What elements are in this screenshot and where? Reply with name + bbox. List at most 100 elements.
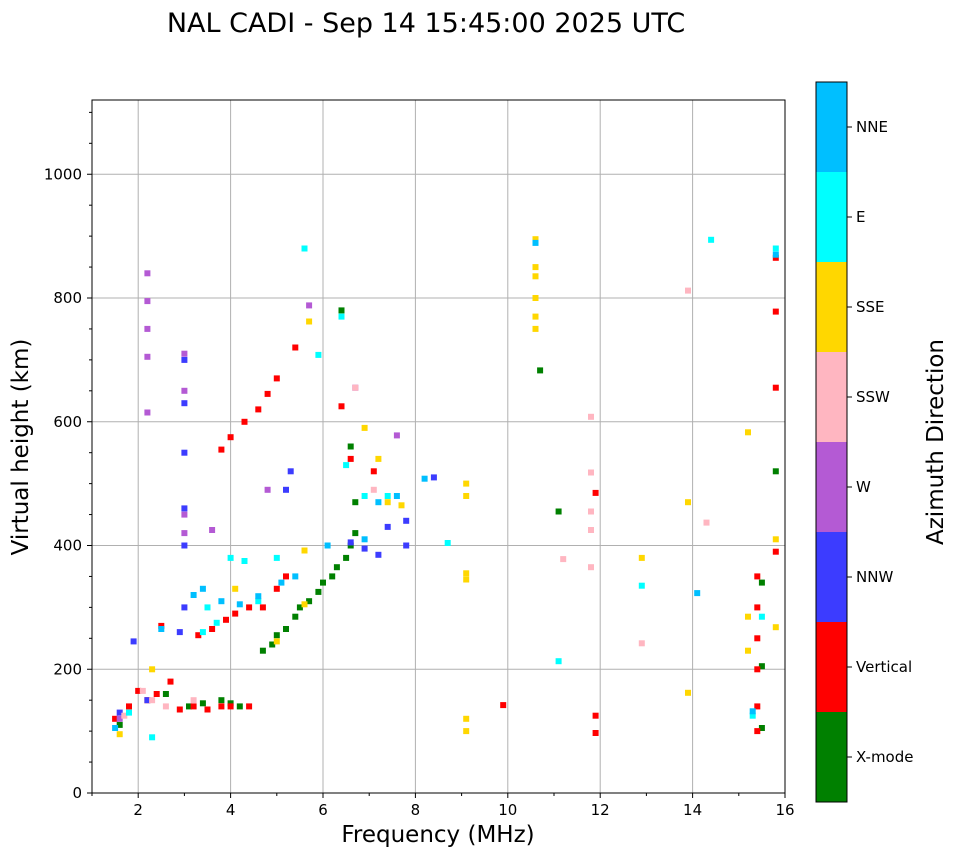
series-vertical bbox=[112, 254, 779, 736]
data-point bbox=[283, 486, 289, 493]
series-e bbox=[126, 236, 779, 741]
data-point bbox=[592, 712, 599, 719]
y-tick-label: 0 bbox=[72, 784, 82, 802]
series-nnw bbox=[116, 356, 437, 716]
data-point bbox=[116, 709, 123, 716]
data-point bbox=[703, 519, 710, 526]
data-point bbox=[259, 647, 266, 654]
data-point bbox=[126, 703, 132, 710]
data-point bbox=[204, 706, 211, 713]
x-tick-label: 6 bbox=[318, 801, 328, 819]
data-point bbox=[144, 409, 151, 416]
data-point bbox=[758, 613, 765, 620]
data-point bbox=[347, 542, 354, 549]
series-x-mode bbox=[116, 307, 779, 731]
colorbar-frame bbox=[815, 81, 848, 803]
data-point bbox=[333, 564, 340, 571]
data-point bbox=[370, 468, 377, 475]
data-point bbox=[287, 468, 294, 475]
data-point bbox=[638, 554, 645, 561]
x-tick-label: 2 bbox=[133, 801, 143, 819]
data-point bbox=[236, 601, 243, 608]
colorbar-title: Azimuth Direction bbox=[923, 339, 949, 545]
data-point bbox=[444, 540, 451, 546]
data-point bbox=[694, 590, 701, 597]
x-tick-label: 12 bbox=[591, 801, 610, 819]
data-point bbox=[255, 593, 262, 600]
data-point bbox=[181, 400, 188, 407]
data-point bbox=[241, 418, 248, 425]
data-point bbox=[273, 375, 280, 382]
data-point bbox=[685, 689, 691, 696]
data-point bbox=[273, 554, 280, 561]
data-point bbox=[463, 576, 470, 583]
data-point bbox=[204, 604, 211, 611]
y-tick-label: 200 bbox=[53, 660, 82, 678]
data-point bbox=[269, 641, 276, 648]
data-point bbox=[199, 700, 206, 707]
data-point bbox=[162, 703, 169, 710]
data-point bbox=[292, 613, 299, 620]
data-point bbox=[772, 245, 779, 252]
colorbar-label: W bbox=[856, 478, 871, 496]
data-point bbox=[758, 725, 765, 731]
series-w bbox=[116, 270, 400, 722]
data-point bbox=[190, 703, 197, 710]
data-point bbox=[121, 712, 128, 719]
data-point bbox=[463, 493, 470, 499]
data-point bbox=[403, 517, 410, 524]
data-point bbox=[301, 245, 308, 252]
data-point bbox=[754, 666, 761, 673]
colorbar-label: SSW bbox=[856, 388, 890, 406]
colorbar-label: NNW bbox=[856, 568, 893, 586]
data-point bbox=[232, 585, 239, 592]
y-tick-label: 800 bbox=[53, 289, 82, 307]
data-point bbox=[218, 598, 225, 605]
colorbar-swatch bbox=[816, 352, 847, 442]
data-point bbox=[772, 254, 779, 261]
data-point bbox=[315, 588, 322, 595]
y-tick-label: 400 bbox=[53, 537, 82, 555]
data-point bbox=[772, 468, 779, 475]
data-point bbox=[158, 622, 165, 629]
data-point bbox=[181, 511, 188, 518]
data-point bbox=[352, 499, 359, 506]
data-point bbox=[181, 350, 188, 357]
data-point bbox=[227, 434, 234, 441]
data-point bbox=[218, 446, 225, 453]
colorbar-swatch bbox=[816, 622, 847, 712]
data-point bbox=[772, 624, 779, 631]
data-point bbox=[393, 493, 400, 499]
data-point bbox=[209, 527, 216, 533]
data-point bbox=[537, 367, 544, 374]
colorbar-label: X-mode bbox=[856, 748, 913, 766]
colorbar-swatch bbox=[816, 532, 847, 622]
x-tick-label: 10 bbox=[498, 801, 517, 819]
data-point bbox=[255, 406, 262, 413]
data-point bbox=[273, 585, 280, 592]
data-point bbox=[167, 678, 174, 685]
data-point bbox=[232, 610, 239, 617]
data-point bbox=[745, 429, 751, 436]
data-point bbox=[463, 728, 470, 735]
data-point bbox=[139, 687, 146, 694]
data-point bbox=[227, 700, 234, 707]
data-point bbox=[384, 499, 391, 506]
data-point bbox=[112, 725, 119, 731]
data-point bbox=[329, 573, 336, 580]
data-point bbox=[296, 604, 303, 611]
data-point bbox=[375, 499, 382, 506]
data-point bbox=[745, 613, 751, 620]
data-point bbox=[532, 325, 539, 332]
data-point bbox=[532, 236, 539, 243]
data-point bbox=[181, 356, 188, 363]
data-point bbox=[338, 313, 345, 320]
data-point bbox=[306, 302, 313, 309]
data-point bbox=[144, 325, 151, 332]
data-point bbox=[592, 489, 599, 496]
data-point bbox=[112, 715, 119, 722]
x-tick-label: 4 bbox=[226, 801, 236, 819]
data-point bbox=[772, 536, 779, 543]
colorbar-label: NNE bbox=[856, 118, 888, 136]
